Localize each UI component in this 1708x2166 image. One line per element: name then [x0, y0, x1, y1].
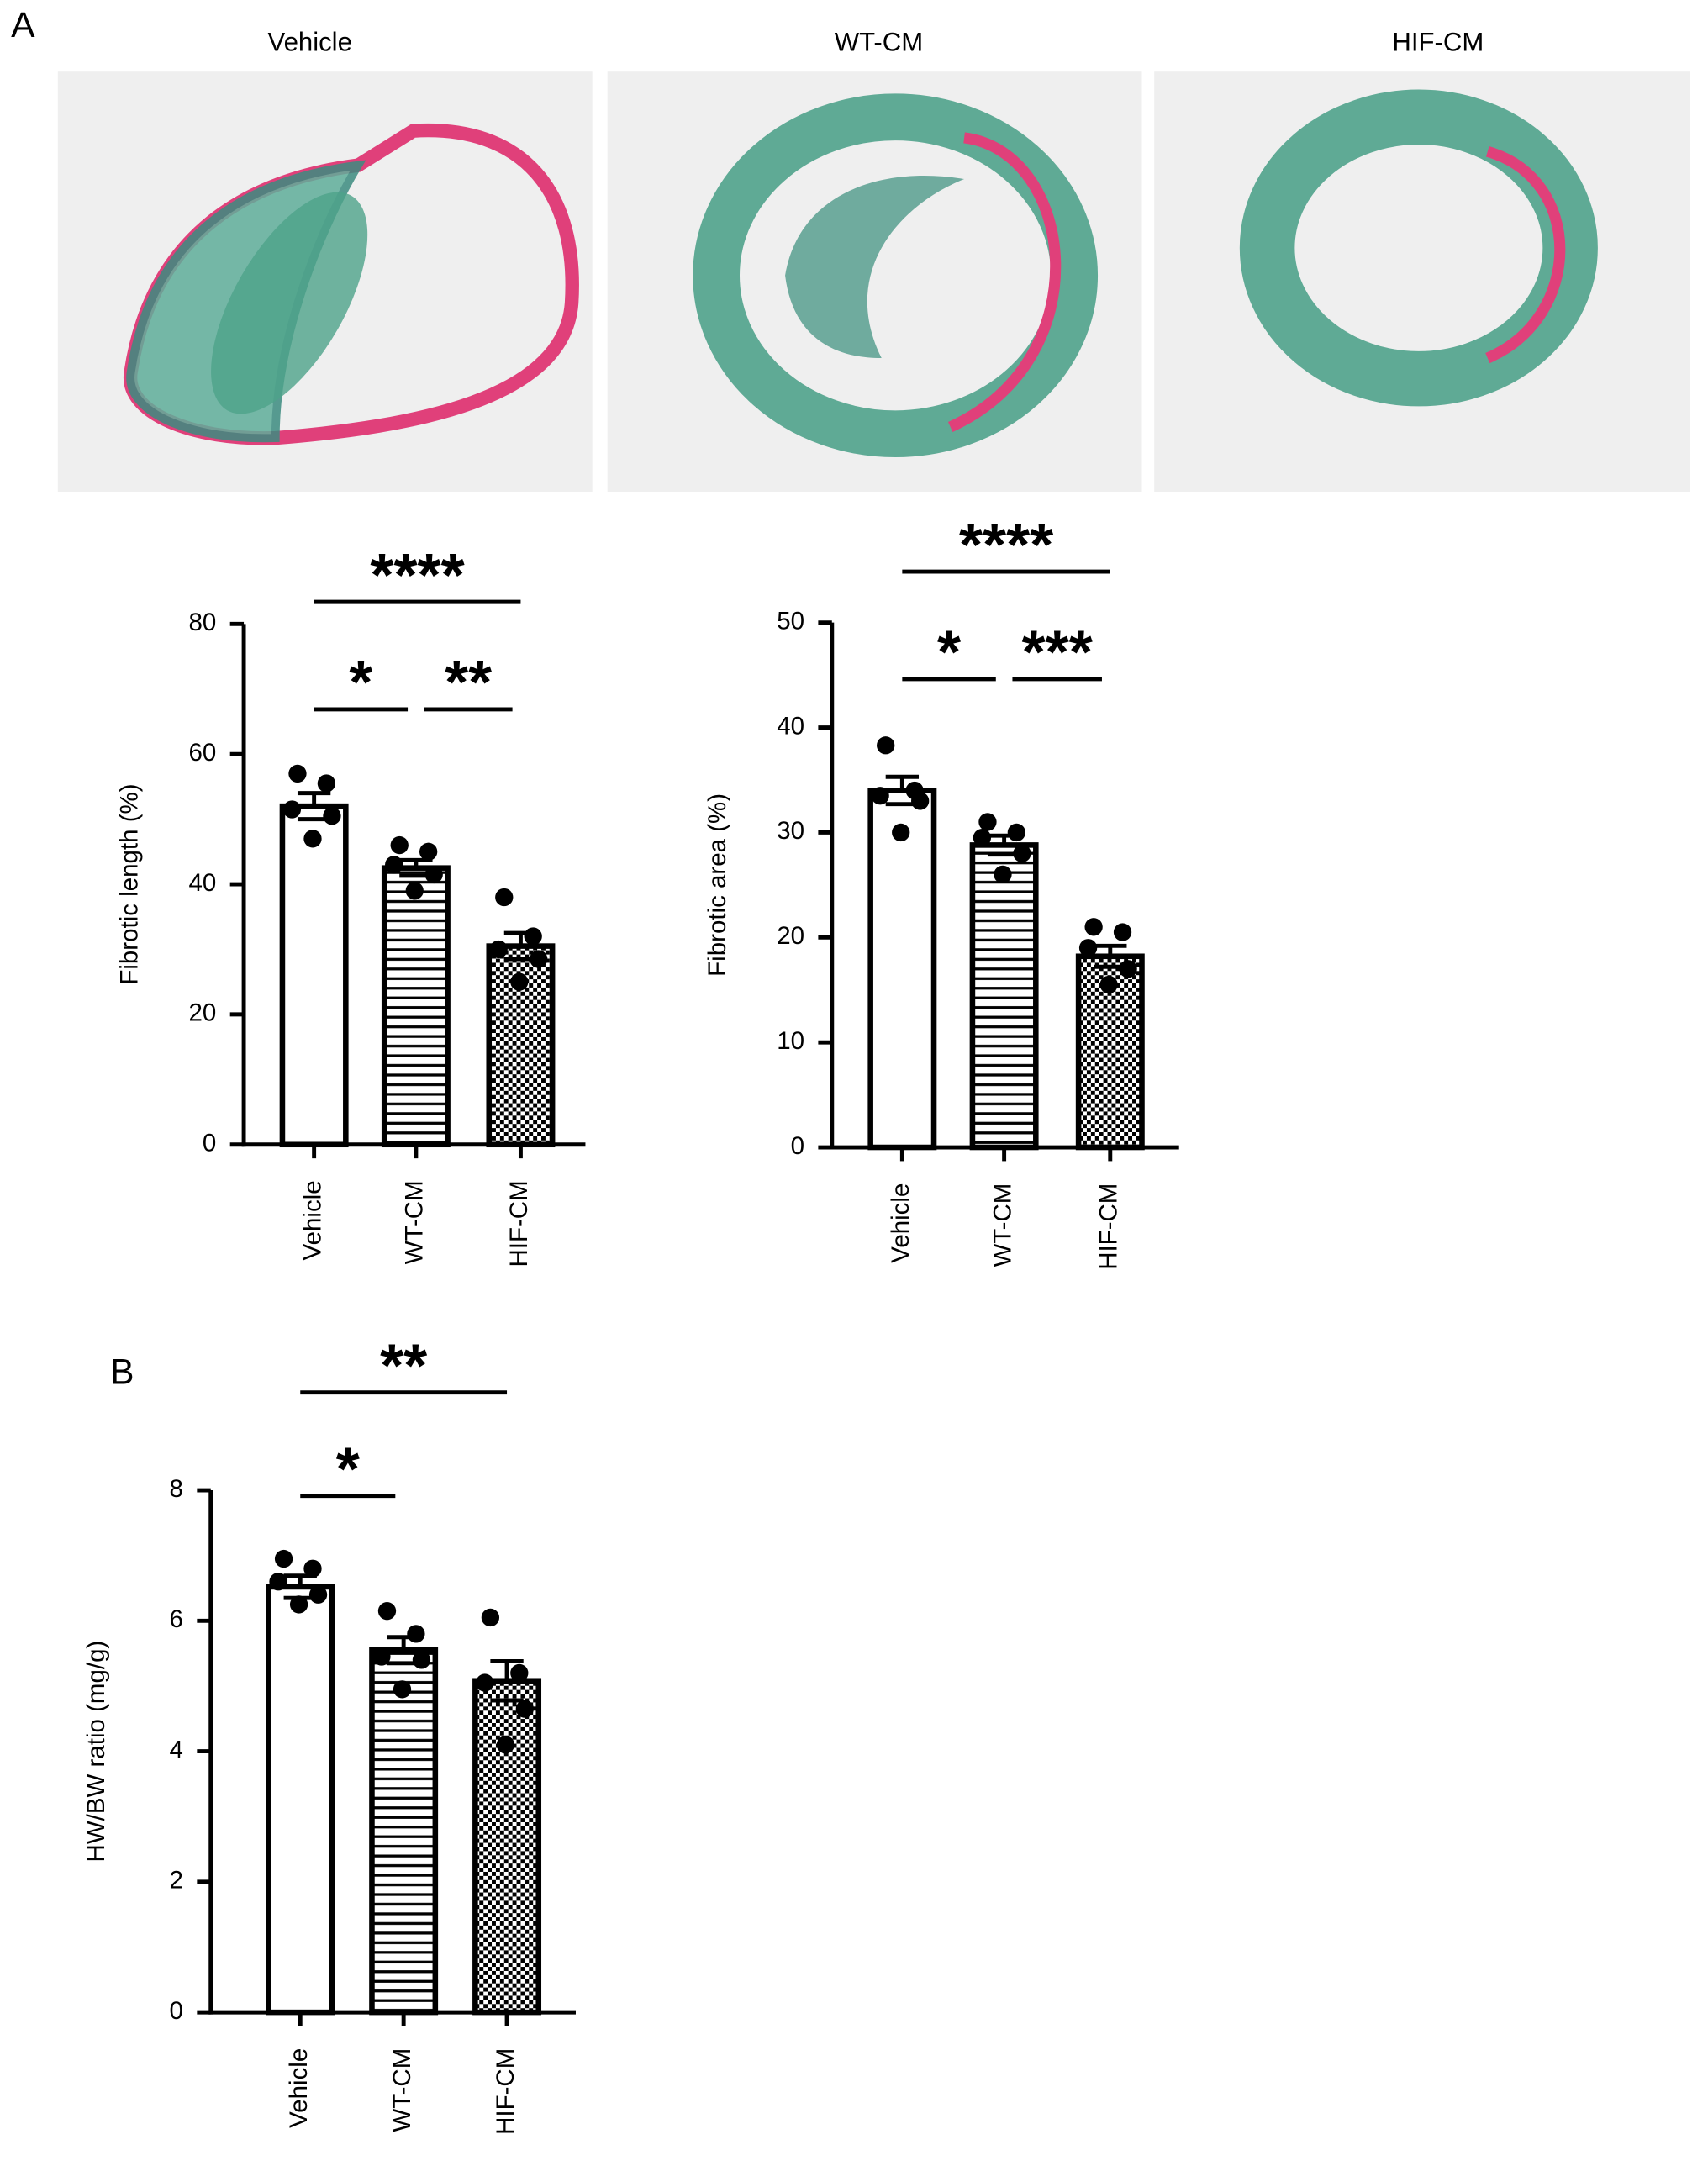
data-point — [481, 1608, 500, 1627]
data-point — [978, 813, 997, 831]
data-point — [390, 835, 409, 855]
y-tick-label: 20 — [777, 922, 804, 950]
data-point — [510, 972, 529, 991]
data-point — [524, 927, 542, 946]
data-point — [308, 1585, 328, 1604]
data-point — [877, 736, 895, 755]
x-tick-label: HIF-CM — [492, 2048, 519, 2135]
data-point — [1013, 844, 1031, 863]
y-tick-label: 40 — [188, 869, 216, 897]
data-point — [377, 1602, 397, 1621]
significance-label: **** — [959, 512, 1053, 579]
y-tick-label: 0 — [791, 1132, 804, 1160]
bar — [867, 788, 937, 1151]
data-point — [1078, 939, 1098, 957]
data-point — [1113, 923, 1132, 941]
data-point — [317, 774, 336, 793]
data-point — [1119, 960, 1137, 978]
data-point — [372, 1647, 391, 1666]
x-tick-label: WT-CM — [388, 2048, 416, 2132]
data-point — [274, 1549, 293, 1568]
y-tick-label: 60 — [188, 739, 216, 767]
y-tick-label: 30 — [777, 817, 804, 845]
significance-label: * — [937, 619, 961, 687]
y-tick-label: 0 — [170, 1997, 183, 2025]
data-point — [407, 1625, 425, 1643]
data-point — [269, 1573, 287, 1591]
data-point — [289, 1595, 308, 1614]
data-point — [973, 829, 992, 847]
y-tick-label: 50 — [777, 607, 804, 635]
x-tick-label: Vehicle — [298, 1180, 326, 1260]
data-point — [412, 1651, 431, 1669]
x-tick-label: Vehicle — [285, 2048, 313, 2128]
data-point — [288, 764, 307, 783]
data-point — [515, 1700, 535, 1718]
x-tick-label: HIF-CM — [1095, 1183, 1123, 1270]
significance-label: **** — [370, 542, 464, 609]
data-point — [892, 823, 910, 842]
y-tick-label: 6 — [170, 1605, 183, 1633]
histology-image — [57, 71, 593, 493]
data-point — [303, 830, 322, 848]
data-point — [489, 940, 508, 959]
data-point — [393, 1680, 412, 1699]
data-point — [1084, 918, 1103, 936]
histology-image — [607, 71, 1142, 493]
y-axis-label: Fibrotic area (%) — [704, 793, 731, 977]
significance-label: * — [336, 1436, 360, 1503]
data-point — [1007, 823, 1026, 842]
significance-label: ** — [380, 1333, 427, 1400]
data-point — [510, 1663, 529, 1683]
data-point — [496, 1736, 515, 1754]
data-point — [911, 792, 930, 810]
y-tick-label: 10 — [777, 1027, 804, 1055]
data-point — [405, 882, 424, 900]
bar — [472, 1678, 542, 2016]
y-tick-label: 8 — [170, 1475, 183, 1503]
y-axis-label: HW/BW ratio (mg/g) — [82, 1641, 110, 1863]
data-point — [530, 950, 548, 968]
bar — [381, 865, 451, 1148]
bar — [279, 803, 349, 1148]
panel-label: B — [110, 1352, 134, 1393]
y-axis-label: Fibrotic length (%) — [115, 783, 143, 984]
x-tick-label: Vehicle — [887, 1183, 915, 1263]
panel-label: A — [11, 5, 35, 45]
image-title: Vehicle — [268, 28, 352, 57]
data-point — [419, 842, 438, 861]
y-tick-label: 20 — [188, 999, 216, 1027]
data-point — [385, 856, 403, 874]
x-tick-label: WT-CM — [988, 1183, 1016, 1267]
bar — [969, 842, 1039, 1151]
bar — [369, 1647, 439, 2016]
x-tick-label: WT-CM — [401, 1180, 429, 1264]
image-title: WT-CM — [835, 28, 923, 57]
y-tick-label: 4 — [170, 1736, 183, 1763]
data-point — [303, 1559, 322, 1578]
significance-label: * — [349, 650, 372, 717]
y-tick-label: 40 — [777, 712, 804, 740]
significance-label: *** — [1022, 619, 1093, 687]
y-tick-label: 2 — [170, 1867, 183, 1895]
data-point — [994, 865, 1012, 884]
data-point — [1099, 975, 1118, 994]
y-tick-label: 0 — [203, 1130, 216, 1157]
data-point — [871, 787, 889, 805]
y-tick-label: 80 — [188, 609, 216, 636]
x-tick-label: HIF-CM — [505, 1180, 533, 1267]
data-point — [495, 888, 514, 907]
data-point — [323, 807, 341, 825]
data-point — [282, 800, 302, 819]
bar — [266, 1584, 335, 2016]
significance-label: ** — [445, 650, 492, 717]
image-title: HIF-CM — [1392, 28, 1484, 57]
data-point — [424, 865, 443, 884]
data-point — [476, 1673, 494, 1692]
histology-image — [1154, 71, 1690, 493]
